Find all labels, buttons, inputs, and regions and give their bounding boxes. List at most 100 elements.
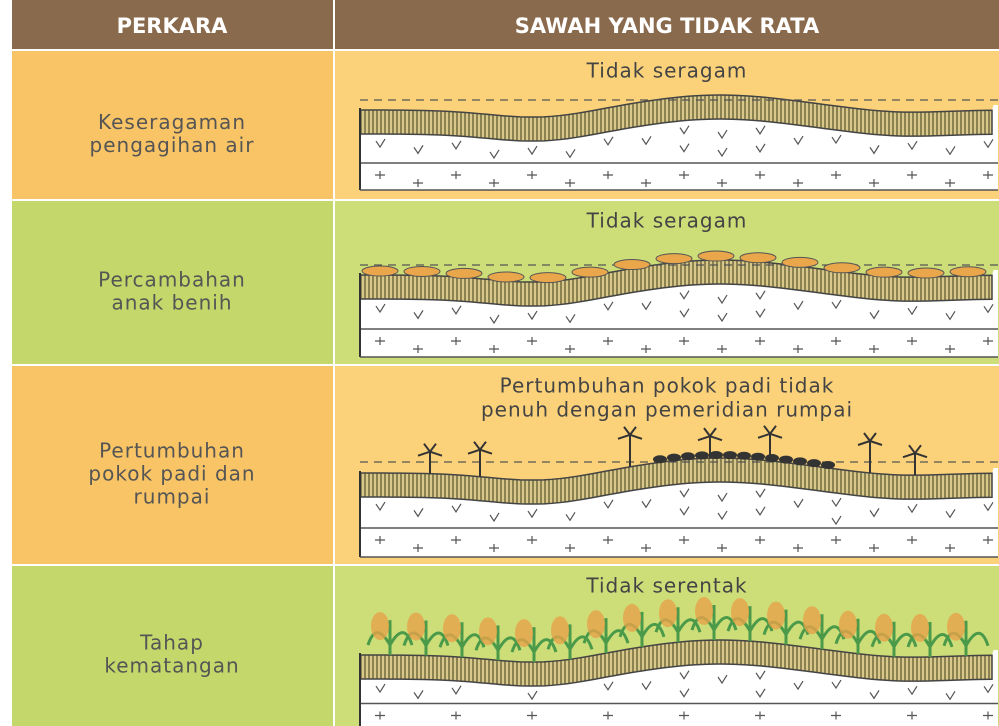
v-mark: [679, 290, 690, 300]
seedling: [757, 425, 783, 461]
plus-mark: [527, 536, 537, 545]
v-mark: [755, 308, 766, 318]
seed: [361, 265, 399, 277]
plus-mark: [907, 536, 917, 545]
row-label: Pertumbuhan: [99, 439, 245, 463]
grain: [695, 597, 713, 626]
v-mark: [679, 506, 690, 516]
v-mark: [527, 145, 538, 156]
v-mark: [983, 683, 994, 694]
plus-mark: [375, 337, 385, 346]
label-cell: [12, 565, 334, 726]
plus-mark: [717, 179, 727, 188]
v-mark: [717, 492, 728, 503]
v-mark: [641, 680, 652, 691]
seed: [907, 267, 945, 279]
v-mark: [945, 508, 956, 519]
v-mark: [717, 674, 728, 685]
seed: [445, 267, 483, 279]
seed: [403, 265, 441, 277]
grain: [659, 599, 677, 628]
plus-mark: [755, 337, 765, 346]
v-mark: [413, 310, 424, 320]
seedling: [697, 427, 723, 459]
plus-mark: [907, 711, 917, 720]
v-mark: [679, 670, 690, 680]
plus-mark: [603, 171, 613, 180]
plus-mark: [869, 544, 879, 553]
v-mark: [603, 681, 614, 691]
plus-mark: [793, 544, 803, 553]
v-mark: [831, 679, 842, 690]
plus-mark: [375, 711, 385, 720]
v-mark: [831, 299, 842, 310]
grain: [551, 616, 569, 645]
seed: [487, 271, 525, 283]
plus-mark: [679, 536, 689, 545]
plus-mark: [945, 179, 955, 188]
weed: [709, 451, 723, 460]
plus-mark: [793, 345, 803, 354]
plus-mark: [375, 536, 385, 545]
plus-mark: [375, 171, 385, 180]
weed: [765, 454, 779, 463]
weed: [737, 451, 751, 460]
plus-mark: [413, 544, 423, 553]
plus-mark: [983, 337, 993, 346]
plus-mark: [489, 179, 499, 188]
v-mark: [451, 305, 462, 315]
v-mark: [869, 145, 880, 155]
v-mark: [831, 497, 842, 508]
v-mark: [831, 134, 842, 145]
plus-mark: [641, 544, 651, 553]
plus-mark: [679, 171, 689, 180]
v-mark: [375, 138, 386, 149]
grain: [803, 606, 821, 635]
v-mark: [375, 501, 386, 512]
v-mark: [717, 510, 728, 521]
v-mark: [527, 508, 538, 519]
grain: [947, 612, 965, 641]
v-mark: [907, 503, 918, 514]
row-label: kematangan: [104, 654, 239, 678]
v-mark: [793, 680, 804, 691]
v-mark: [983, 138, 994, 149]
label-cell: [12, 50, 334, 200]
v-mark: [679, 488, 690, 498]
grain: [731, 598, 749, 627]
soil-diagram: [359, 90, 998, 191]
v-mark: [945, 310, 956, 321]
row-caption: penuh dengan pemeridian rumpai: [481, 398, 853, 422]
hatched-layer: [359, 639, 993, 687]
v-mark: [641, 135, 652, 146]
grain: [407, 612, 425, 641]
plus-mark: [603, 337, 613, 346]
plus-mark: [565, 544, 575, 553]
seedling: [617, 426, 643, 467]
grain: [587, 610, 605, 639]
weed: [751, 452, 765, 461]
hatched-layer: [359, 94, 993, 142]
seed: [571, 266, 609, 278]
plus-mark: [527, 171, 537, 180]
v-mark: [831, 515, 842, 526]
v-mark: [869, 508, 880, 518]
v-mark: [983, 303, 994, 314]
plus-mark: [831, 536, 841, 545]
plus-mark: [413, 179, 423, 188]
plus-mark: [451, 711, 461, 720]
v-mark: [603, 499, 614, 509]
plus-mark: [907, 337, 917, 346]
weed: [695, 451, 709, 460]
v-mark: [755, 688, 766, 698]
header-bg: [12, 0, 999, 50]
plus-mark: [755, 536, 765, 545]
v-mark: [679, 125, 690, 135]
grain: [443, 614, 461, 643]
soil-diagram: [359, 425, 998, 558]
v-mark: [869, 690, 880, 700]
v-mark: [375, 683, 386, 694]
label-cell: [12, 200, 334, 365]
v-mark: [793, 498, 804, 509]
